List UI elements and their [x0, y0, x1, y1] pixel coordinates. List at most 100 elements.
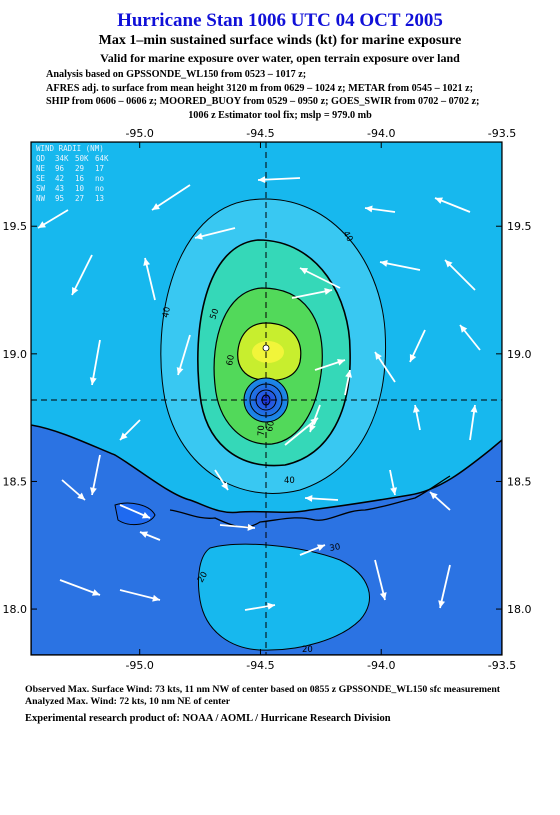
wind-vector-head: [413, 405, 420, 413]
wind-vector-head: [152, 594, 160, 602]
wind-vectors: [37, 176, 481, 611]
contour-label: 60: [265, 420, 277, 432]
lat-tick-label: 18.0: [3, 603, 28, 616]
contour-label: 40: [161, 306, 173, 318]
lat-tick-label: 19.0: [507, 348, 532, 361]
wind-radii-cell: 29: [75, 164, 84, 173]
wind-radii-cell: SW: [36, 184, 46, 193]
contour-label: 20: [196, 570, 210, 584]
wind-vector-head: [89, 377, 97, 385]
wind-vector: [439, 564, 451, 609]
wind-radii-title: WIND RADII (NM): [36, 144, 104, 153]
wind-vector-head: [409, 354, 417, 362]
wind-radii-cell: 27: [75, 194, 84, 203]
wind-vector-head: [140, 531, 148, 538]
lat-tick-label: 18.0: [507, 603, 532, 616]
wind-vector-head: [120, 432, 128, 440]
wind-max-zone: [252, 341, 284, 363]
analysis-line-2: AFRES adj. to surface from mean height 3…: [46, 83, 474, 94]
contour-label: 50: [208, 307, 221, 321]
wind-radii-cell: NE: [36, 164, 46, 173]
wind-radii-cell: 13: [95, 194, 104, 203]
wind-vector-head: [317, 544, 325, 551]
lon-tick-label: -95.0: [125, 127, 153, 140]
wind-vector: [71, 254, 93, 296]
wind-vector-head: [300, 268, 308, 275]
map-plot-area: 40 50 60 40 40 30 20 20 70 60: [31, 142, 502, 655]
wind-vector-head: [345, 370, 352, 378]
wind-vector-head: [90, 487, 97, 495]
page-title: Hurricane Stan 1006 UTC 04 OCT 2005: [117, 10, 443, 31]
wind-radii-cell: 10: [75, 184, 85, 193]
lagoon: [114, 502, 156, 526]
wind-vector-head: [77, 492, 85, 500]
wind-vector-head: [258, 176, 266, 184]
wind-radii-col: 50K: [75, 154, 89, 163]
contour-labels: 40 50 60 40 40 30 20 20 70 60: [161, 230, 354, 656]
wind-radii-cell: 95: [55, 194, 64, 203]
wind-vector-head: [365, 205, 373, 213]
lat-tick-label: 19.5: [507, 220, 532, 233]
wind-radii-cell: 17: [95, 164, 104, 173]
wind-radii-cell: no: [95, 174, 105, 183]
wind-vector-head: [460, 325, 468, 333]
wind-vector-head: [470, 405, 478, 413]
footer-analyzed-max: Analyzed Max. Wind: 72 kts, 10 nm NE of …: [25, 696, 231, 707]
lon-tick-label: -94.0: [367, 659, 395, 672]
contour-label: 30: [329, 542, 341, 554]
wind-vector-head: [445, 260, 453, 268]
wind-radii-cell: NW: [36, 194, 46, 203]
wind-analysis-map: 40 50 60 40 40 30 20 20 70 60 WIND RADII…: [3, 127, 532, 672]
contour-label: 70: [257, 425, 267, 436]
wind-vector: [151, 184, 191, 211]
analysis-line-1: Analysis based on GPSSONDE_WL150 from 05…: [46, 69, 307, 80]
wind-vector: [299, 267, 341, 289]
wind-radii-cell: SE: [36, 174, 46, 183]
wind-radii-col: QD: [36, 154, 46, 163]
subtitle-winds: Max 1–min sustained surface winds (kt) f…: [98, 33, 462, 48]
wind-vector-head: [142, 511, 150, 519]
wind-vector-head: [375, 352, 382, 360]
lon-tick-label: -94.0: [367, 127, 395, 140]
lon-tick-label: -94.5: [246, 659, 274, 672]
map-axes: -95.0 -95.0 -94.5 -94.5 -94.0 -94.0 -93.5 -93.5…: [3, 127, 532, 672]
lon-tick-label: -94.5: [246, 127, 274, 140]
footer-credit: Experimental research product of: NOAA /…: [25, 713, 391, 724]
analysis-line-4: 1006 z Estimator tool fix; mslp = 979.0 …: [188, 110, 372, 121]
wind-vector-head: [324, 288, 332, 295]
lat-tick-label: 19.0: [3, 348, 28, 361]
wind-vector-head: [92, 589, 100, 596]
wind-vector-head: [176, 367, 184, 375]
wind-vector-head: [72, 287, 79, 295]
contour-label: 40: [340, 230, 354, 244]
wind-vector-head: [152, 203, 160, 210]
lon-tick-label: -95.0: [125, 659, 153, 672]
wind-vector-head: [435, 197, 443, 204]
lon-tick-label: -93.5: [488, 127, 516, 140]
wind-vector: [91, 339, 101, 386]
wind-radii-table: WIND RADII (NM) QD 34K 50K 64K NE 96 29 17 S…: [36, 144, 109, 203]
wind-radii-cell: 16: [75, 174, 85, 183]
subtitle-exposure: Valid for marine exposure over water, op…: [100, 51, 460, 65]
storm-center-marker: [262, 344, 270, 352]
plot-frame: [30, 141, 503, 656]
wind-vector-head: [390, 487, 397, 495]
coastline: [169, 475, 451, 528]
wind-vector-head: [38, 221, 46, 228]
wind-radii-cell: 43: [55, 184, 64, 193]
wind-vector-head: [143, 258, 151, 266]
wind-vector-head: [430, 492, 438, 500]
lon-tick-label: -93.5: [488, 659, 516, 672]
contour-label: 20: [302, 645, 313, 655]
footer-observed-max: Observed Max. Surface Wind: 73 kts, 11 n…: [25, 684, 501, 695]
contour-label: 60: [225, 354, 237, 366]
wind-radii-cell: no: [95, 184, 105, 193]
lat-tick-label: 18.5: [3, 475, 28, 488]
lat-tick-label: 18.5: [507, 475, 532, 488]
wind-vector-head: [337, 358, 345, 366]
analysis-line-3: SHIP from 0606 – 0606 z; MOORED_BUOY fro…: [46, 96, 480, 107]
wind-vector-head: [380, 260, 388, 267]
wind-radii-col: 64K: [95, 154, 109, 163]
wind-vector-head: [267, 602, 275, 610]
wind-radii-cell: 42: [55, 174, 64, 183]
